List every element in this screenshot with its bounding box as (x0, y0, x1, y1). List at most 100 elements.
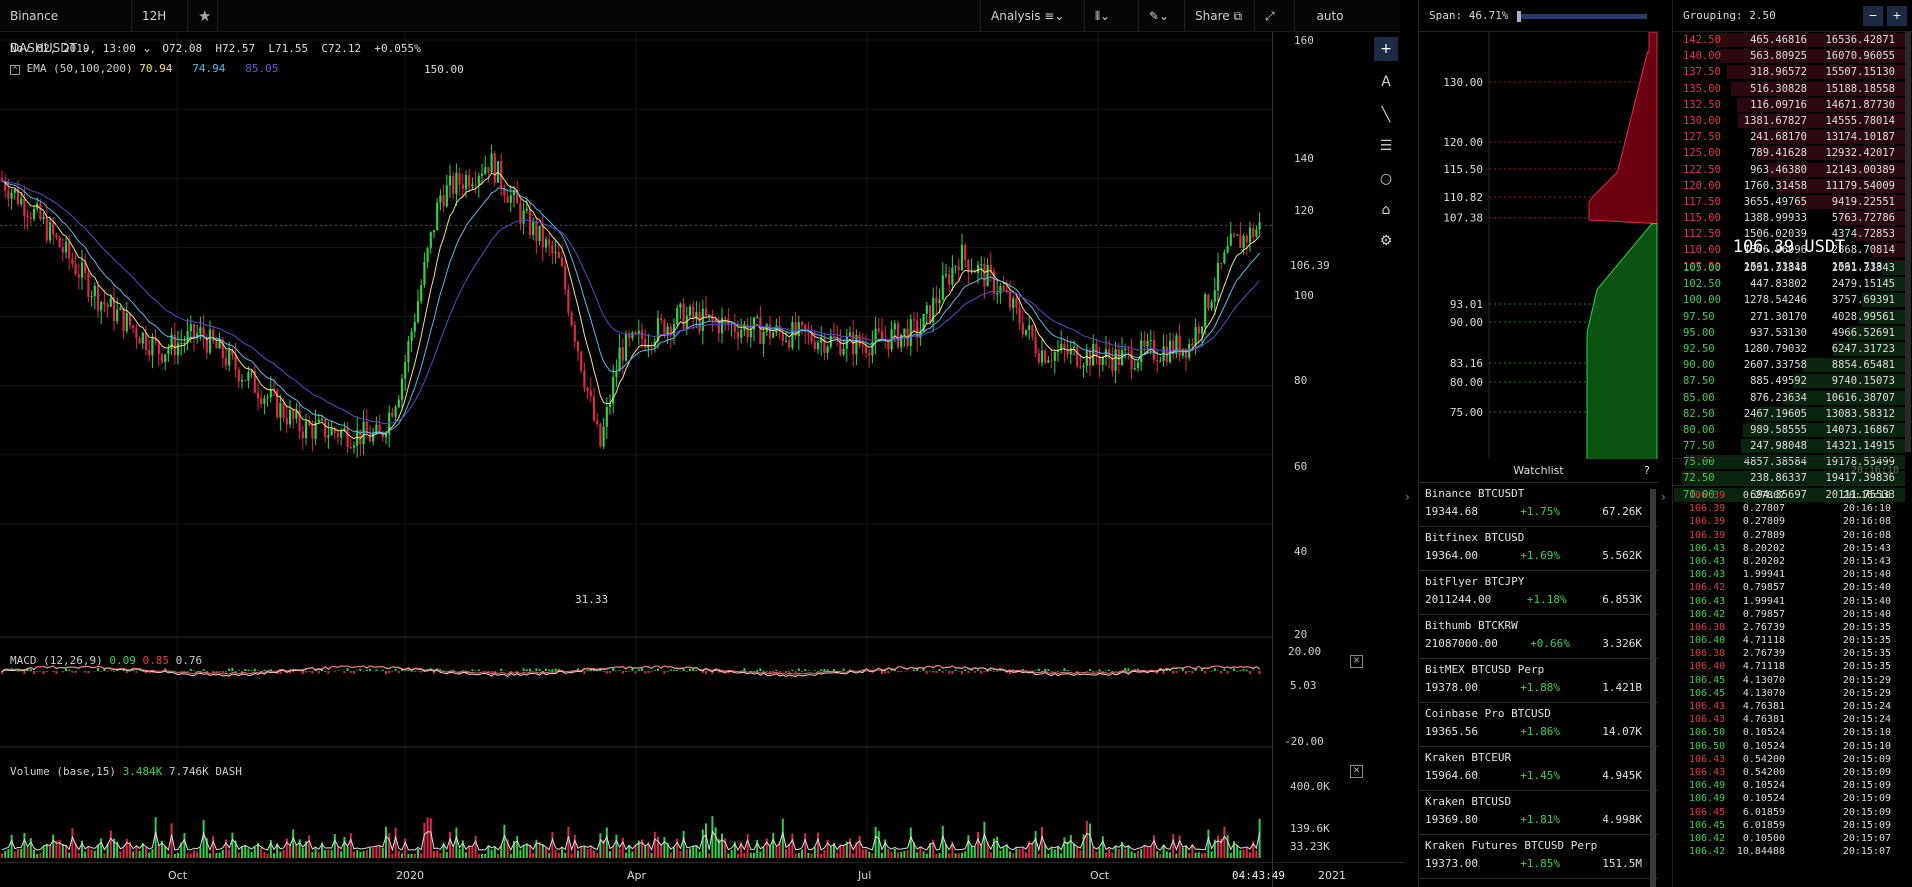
watchlist-item[interactable]: Bithumb BTCKRW 21087000.00 +0.66% 3.326K (1419, 615, 1658, 659)
ask-row[interactable]: 130.00 1381.67827 14555.78014 (1673, 113, 1905, 129)
watchlist-item[interactable]: Kraken Futures BTCUSD Perp 19373.00 +1.85%… (1419, 835, 1658, 879)
candle-body (800, 322, 804, 325)
depth-chart-panel[interactable]: Span: 46.71% 130.00 120.00 115.50 110.82 107… (1418, 0, 1659, 470)
volume-bar (33, 849, 35, 858)
bid-row[interactable]: 100.00 1278.54246 3757.69391 (1673, 292, 1905, 308)
ema-legend[interactable]: ⌃ EMA (50,100,200) 70.94 74.94 85.05 (10, 62, 278, 75)
settings-icon[interactable]: ⚙ (1379, 233, 1393, 249)
share-button[interactable]: Share ⧉ (1185, 0, 1255, 32)
volume-bar (599, 833, 602, 858)
macd-histogram-bar (551, 669, 554, 671)
ask-row[interactable]: 117.50 3655.49765 9419.22551 (1673, 194, 1905, 210)
watchlist-item[interactable]: BitMEX BTCUSD Perp 19378.00 +1.88% 1.421B (1419, 659, 1658, 703)
ask-row[interactable]: 142.50 465.46816 16536.42871 (1673, 32, 1905, 48)
bid-row[interactable]: 70.00 694.35697 20111.75533 (1673, 487, 1905, 503)
bid-row[interactable]: 97.50 271.30170 4028.99561 (1673, 309, 1905, 325)
trade-amount: 0.27807 (1742, 490, 1785, 501)
draw-button[interactable]: ✎⌄ (1139, 0, 1185, 32)
close-macd-icon[interactable]: ✕ (1350, 655, 1363, 668)
close-volume-icon[interactable]: ✕ (1350, 765, 1363, 778)
market-name: BitMEX BTCUSD Perp (1425, 663, 1545, 676)
ask-row[interactable]: 112.50 1506.02039 4374.72853 (1673, 226, 1905, 242)
ask-row[interactable]: 115.00 1388.99933 5763.72786 (1673, 210, 1905, 226)
candle-body (84, 262, 87, 273)
volume-bar (893, 848, 896, 858)
watchlist-item[interactable]: bitFlyer BTCJPY 2011244.00 +1.18% 6.853K (1419, 571, 1658, 615)
volume-bar (439, 852, 442, 858)
volume-bar (900, 851, 903, 858)
analysis-button[interactable]: Analysis ≡⌄ (980, 0, 1085, 32)
candle-body (740, 329, 743, 338)
trade-price: 106.42 (1689, 608, 1726, 620)
candle-body (1204, 294, 1207, 327)
volume-bar (855, 842, 858, 858)
bid-row[interactable]: 80.00 989.58555 14073.16867 (1673, 422, 1905, 438)
macd-histogram-bar (948, 671, 951, 674)
grouping-plus-button[interactable]: + (1887, 6, 1907, 26)
chart-area[interactable]: Binance DASHUSDT ⌄ 12H ⌄ ★ Analysis ≡⌄ ⫴… (0, 0, 1405, 887)
watchlist-scrollbar[interactable] (1650, 489, 1656, 887)
ask-row[interactable]: 120.00 1760.31458 11179.54009 (1673, 178, 1905, 194)
span-slider[interactable] (1517, 14, 1647, 19)
bid-row[interactable]: 85.00 876.23634 10616.38707 (1673, 390, 1905, 406)
collapse-left-icon[interactable]: › (1405, 490, 1410, 504)
measure-tool-icon[interactable]: ⌂ (1381, 202, 1391, 218)
candle-body (119, 307, 122, 310)
span-slider-handle[interactable] (1517, 11, 1521, 22)
bid-row[interactable]: 72.50 238.86337 19417.39836 (1673, 470, 1905, 486)
watchlist-item[interactable]: Kraken BTCEUR 15964.60 +1.45% 4.945K (1419, 747, 1658, 791)
line-tool-icon[interactable]: ╲ (1381, 107, 1391, 123)
bid-row[interactable]: 82.50 2467.19605 13083.58312 (1673, 406, 1905, 422)
ask-row[interactable]: 137.50 318.96572 15507.15130 (1673, 64, 1905, 80)
ask-row[interactable]: 125.00 789.41628 12932.42017 (1673, 145, 1905, 161)
ask-row[interactable]: 132.50 116.09716 14671.87730 (1673, 97, 1905, 113)
bid-row[interactable]: 87.50 885.49592 9740.15073 (1673, 373, 1905, 389)
macd-histogram-bar (743, 668, 746, 671)
bid-row[interactable]: 90.00 2607.33758 8854.65481 (1673, 357, 1905, 373)
watchlist-item[interactable]: Binance BTCUSDT 19344.68 +1.75% 67.26K (1419, 483, 1658, 527)
volume-bar (52, 834, 55, 858)
bid-row[interactable]: 95.00 937.53130 4966.52691 (1673, 325, 1905, 341)
bid-row[interactable]: 102.50 447.83802 2479.15145 (1673, 276, 1905, 292)
price-chart-canvas[interactable] (0, 32, 1272, 887)
ask-row[interactable]: 135.00 516.30828 15188.18558 (1673, 81, 1905, 97)
interval-selector[interactable]: 12H ⌄ (132, 0, 188, 55)
help-icon[interactable]: ? (1644, 464, 1650, 477)
ask-row[interactable]: 127.50 241.68170 13174.10187 (1673, 129, 1905, 145)
ask-row[interactable]: 122.50 963.46380 12143.00389 (1673, 162, 1905, 178)
collapse-icon[interactable]: ⌃ (10, 65, 20, 75)
bid-row[interactable]: 92.50 1280.79032 6247.31723 (1673, 341, 1905, 357)
trade-row: 106.39 0.27809 20:16:08 (1673, 515, 1905, 528)
circle-tool-icon[interactable]: ○ (1379, 171, 1393, 187)
text-tool-icon[interactable]: A (1381, 74, 1391, 90)
macd-histogram-bar (647, 671, 650, 673)
symbol-selector[interactable]: Binance DASHUSDT ⌄ (0, 0, 132, 55)
star-icon[interactable]: ★ (188, 0, 218, 32)
volume-bar (1050, 848, 1053, 858)
chart-type-button[interactable]: ⫴⌄ (1085, 0, 1139, 32)
order-book-panel[interactable]: Grouping: 2.50 − + 142.50 465.46816 16536.… (1672, 0, 1912, 887)
watchlist-item[interactable]: Bitfinex BTCUSD 19364.00 +1.69% 5.562K (1419, 527, 1658, 571)
volume-bar (705, 823, 707, 858)
ema2-value: 74.94 (192, 62, 226, 75)
watchlist-item[interactable]: Coinbase Pro BTCUSD 19365.56 +1.86% 14.07K (1419, 703, 1658, 747)
volume-bar (817, 832, 819, 858)
volume-bar (45, 843, 48, 858)
ask-row[interactable]: 110.00 1306.96996 2868.70814 (1673, 242, 1905, 258)
volume-bar (993, 838, 995, 858)
macd-histogram-bar (1172, 671, 1175, 674)
collapse-right-icon[interactable]: › (1661, 490, 1666, 504)
crosshair-icon[interactable]: + (1374, 37, 1398, 61)
fullscreen-button[interactable]: ⤢ (1255, 0, 1295, 32)
fib-tool-icon[interactable]: ☰ (1379, 138, 1393, 154)
book-scrollbar[interactable] (1905, 32, 1911, 452)
grouping-minus-button[interactable]: − (1863, 6, 1883, 26)
watchlist-item[interactable]: Kraken BTCUSD 19369.80 +1.81% 4.998K (1419, 791, 1658, 835)
bid-row[interactable]: 77.50 247.98048 14321.14915 (1673, 438, 1905, 454)
scale-mode-button[interactable]: auto (1295, 0, 1365, 32)
volume-bar (618, 848, 621, 858)
ask-row[interactable]: 140.00 563.80925 16070.96055 (1673, 48, 1905, 64)
candle-body (39, 203, 42, 220)
watchlist-panel[interactable]: Watchlist ? Binance BTCUSDT 19344.68 +1.75… (1418, 459, 1658, 887)
bid-row[interactable]: 105.00 2031.31343 2031.31343 (1673, 260, 1905, 276)
